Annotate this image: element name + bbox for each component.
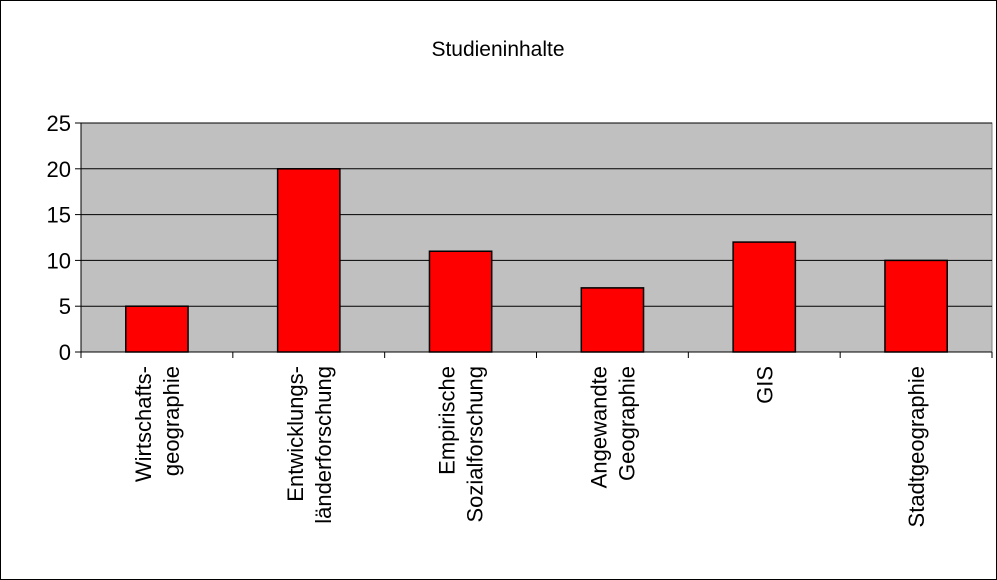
x-category-label-line: Wirtschafts- (131, 366, 156, 482)
x-category-label-line: länderforschung (311, 366, 336, 524)
x-category-label: Stadtgeographie (904, 366, 929, 527)
plot-area (80, 122, 993, 353)
x-category-label: Empirische Sozialforschung (435, 366, 488, 523)
bar (732, 241, 797, 353)
axes (75, 122, 993, 358)
bar (884, 259, 948, 353)
x-category-label-line: Sozialforschung (463, 366, 488, 523)
y-tick-label: 0 (59, 340, 71, 365)
bars (125, 168, 948, 353)
bar (428, 250, 493, 353)
y-axis-ticks: 0 5 10 15 20 25 (47, 111, 71, 365)
gridlines (81, 122, 992, 307)
x-category-label-line: Empirische (435, 366, 460, 475)
x-category-label-line: GIS (752, 366, 777, 404)
x-category-label: Wirtschafts-geographie (131, 366, 184, 482)
x-category-label: Entwicklungs-länderforschung (283, 366, 336, 524)
x-category-label-line: Stadtgeographie (904, 366, 929, 527)
x-category-label-line: geographie (159, 366, 184, 476)
x-category-label-line: Entwicklungs- (283, 366, 308, 502)
bar (276, 168, 341, 353)
y-tick-label: 10 (47, 248, 71, 273)
x-category-label-line: Angewandte (586, 366, 611, 488)
y-tick-label: 5 (59, 294, 71, 319)
chart-title: Studieninhalte (431, 38, 564, 61)
y-tick-label: 15 (47, 203, 71, 228)
x-category-label: Angewandte Geographie (586, 366, 639, 488)
bar (580, 287, 645, 353)
x-category-label: GIS (752, 366, 777, 404)
bar (125, 305, 189, 353)
x-category-label-line: Geographie (614, 366, 639, 481)
x-axis-labels: Wirtschafts-geographie Entwicklungs-lände… (131, 366, 929, 527)
y-tick-label: 20 (47, 157, 71, 182)
y-tick-label: 25 (47, 111, 71, 136)
